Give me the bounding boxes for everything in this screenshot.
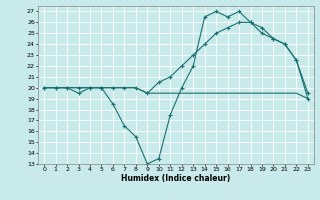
X-axis label: Humidex (Indice chaleur): Humidex (Indice chaleur): [121, 174, 231, 183]
